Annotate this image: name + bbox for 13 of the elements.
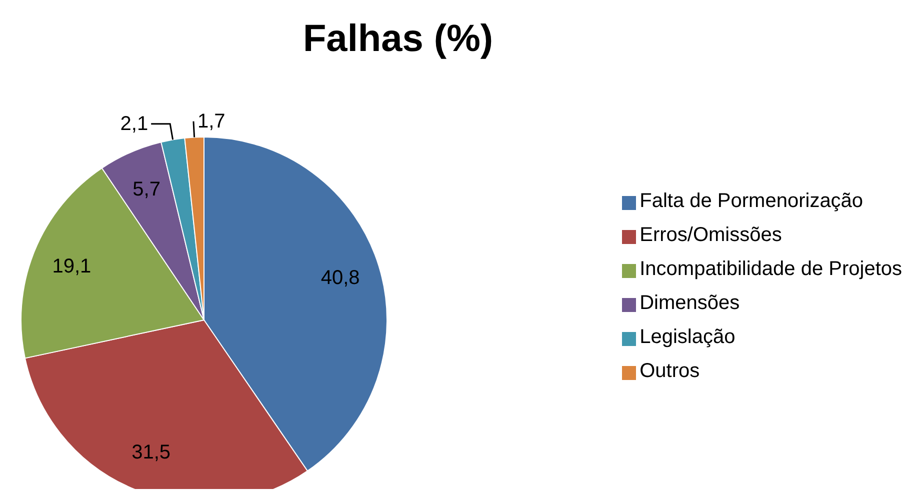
legend-label: Incompatibilidade de Projetos [640,258,902,280]
data-label: 19,1 [52,255,92,278]
data-label: 1,7 [197,110,226,132]
legend-label: Erros/Omissões [640,224,782,246]
data-label: 40,8 [320,266,360,289]
chart-title: Falhas (%) [302,18,494,61]
legend-label: Falta de Pormenorização [640,190,864,212]
legend-label: Dimensões [640,292,740,314]
legend-label: Outros [640,360,700,382]
data-label: 2,1 [120,112,148,135]
data-label: 5,7 [132,178,160,200]
legend-label: Legislação [640,326,736,348]
data-label: 31,5 [132,442,171,464]
